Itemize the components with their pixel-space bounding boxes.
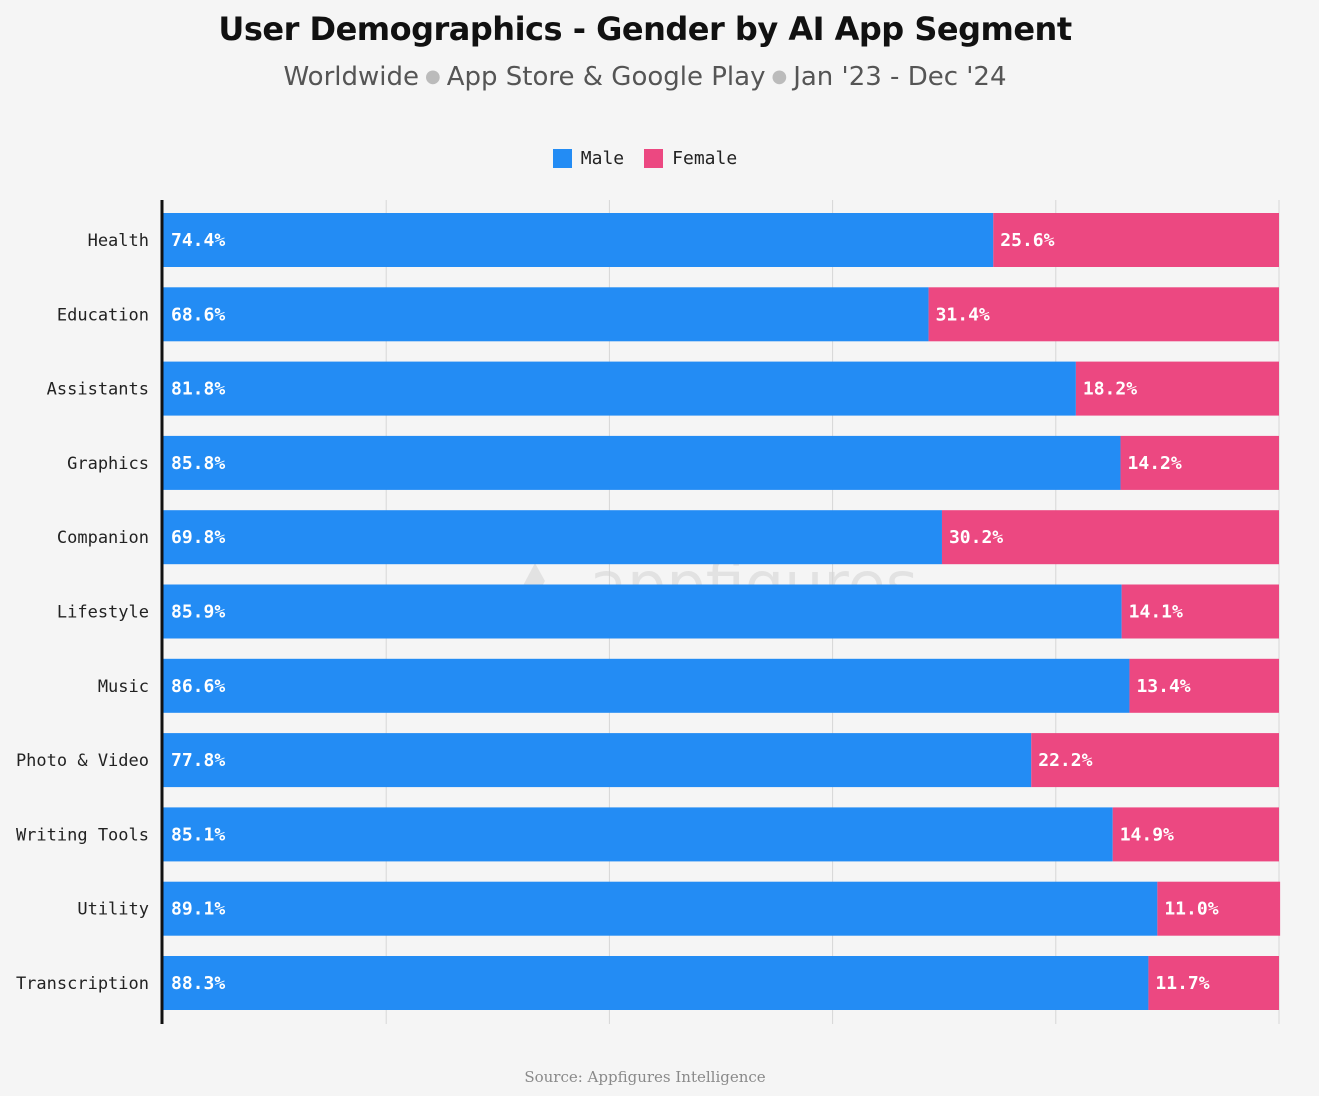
subtitle-region: Worldwide <box>283 62 420 92</box>
bar-female-companion <box>941 510 1279 565</box>
data-label-female-music: 13.4% <box>1136 676 1190 697</box>
bar-male-utility <box>163 881 1158 936</box>
bar-female-utility <box>1157 881 1281 936</box>
category-label-assistants: Assistants <box>47 380 149 400</box>
data-label-male-photo-video: 77.8% <box>171 750 225 771</box>
bar-female-health <box>993 213 1279 267</box>
category-label-writing-tools: Writing Tools <box>16 825 149 845</box>
data-label-female-graphics: 14.2% <box>1128 453 1182 474</box>
data-label-male-companion: 69.8% <box>171 527 225 548</box>
category-label-transcription: Transcription <box>16 974 149 994</box>
bar-male-companion <box>163 510 942 565</box>
data-label-male-music: 86.6% <box>171 676 225 697</box>
bar-male-music <box>163 658 1130 713</box>
bar-female-music <box>1129 658 1279 713</box>
chart-subtitle: Worldwide ● App Store & Google Play ● Jan '2… <box>0 62 1290 92</box>
data-label-male-utility: 89.1% <box>171 899 225 920</box>
category-label-lifestyle: Lifestyle <box>57 603 149 623</box>
category-label-companion: Companion <box>57 528 149 548</box>
bar-female-graphics <box>1120 435 1279 490</box>
data-label-female-assistants: 18.2% <box>1083 379 1137 400</box>
category-label-utility: Utility <box>77 900 149 920</box>
data-label-male-lifestyle: 85.9% <box>171 602 225 623</box>
bar-male-health <box>163 213 994 267</box>
category-label-music: Music <box>98 677 149 697</box>
category-label-photo-video: Photo & Video <box>16 751 149 771</box>
bar-male-lifestyle <box>163 584 1122 639</box>
data-label-female-companion: 30.2% <box>949 527 1003 548</box>
bar-male-transcription <box>163 956 1149 1010</box>
bar-male-assistants <box>163 361 1076 416</box>
bar-male-photo-video <box>163 733 1032 788</box>
bar-male-graphics <box>163 435 1121 490</box>
category-label-graphics: Graphics <box>67 454 149 474</box>
chart-legend: Male Female <box>0 148 1290 169</box>
legend-item-female[interactable]: Female <box>644 148 737 169</box>
bar-female-writing-tools <box>1112 807 1279 862</box>
legend-item-male[interactable]: Male <box>552 148 625 169</box>
data-label-male-writing-tools: 85.1% <box>171 824 225 845</box>
bar-female-education <box>928 287 1279 342</box>
legend-swatch-male <box>552 149 572 168</box>
legend-swatch-female <box>644 149 664 168</box>
bar-male-writing-tools <box>163 807 1113 862</box>
data-label-male-health: 74.4% <box>171 230 225 251</box>
bar-female-photo-video <box>1031 733 1279 788</box>
data-label-female-health: 25.6% <box>1000 230 1054 251</box>
bar-male-education <box>163 287 929 342</box>
bar-chart: Health 74.4% 25.6% Education 68.6% 31.4% Assis… <box>16 200 1281 1024</box>
legend-label-female: Female <box>672 148 738 169</box>
data-label-female-writing-tools: 14.9% <box>1120 824 1174 845</box>
subtitle-separator-dot: ● <box>425 66 441 87</box>
data-label-female-photo-video: 22.2% <box>1038 750 1092 771</box>
data-label-male-transcription: 88.3% <box>171 973 225 994</box>
data-label-female-education: 31.4% <box>936 304 990 325</box>
category-label-health: Health <box>88 231 149 251</box>
subtitle-date-range: Jan '23 - Dec '24 <box>793 62 1007 92</box>
data-label-male-assistants: 81.8% <box>171 379 225 400</box>
data-label-female-lifestyle: 14.1% <box>1129 602 1183 623</box>
bar-female-transcription <box>1148 956 1279 1010</box>
chart-title: User Demographics - Gender by AI App Seg… <box>218 10 1072 48</box>
data-label-female-transcription: 11.7% <box>1155 973 1209 994</box>
data-label-male-graphics: 85.8% <box>171 453 225 474</box>
category-label-education: Education <box>57 305 149 325</box>
chart-source: Source: Appfigures Intelligence <box>524 1068 766 1086</box>
bar-female-assistants <box>1075 361 1279 416</box>
subtitle-stores: App Store & Google Play <box>446 62 766 92</box>
bar-female-lifestyle <box>1121 584 1279 639</box>
legend-label-male: Male <box>580 148 625 169</box>
data-label-male-education: 68.6% <box>171 304 225 325</box>
data-label-female-utility: 11.0% <box>1164 899 1218 920</box>
subtitle-separator-dot: ● <box>771 66 788 87</box>
